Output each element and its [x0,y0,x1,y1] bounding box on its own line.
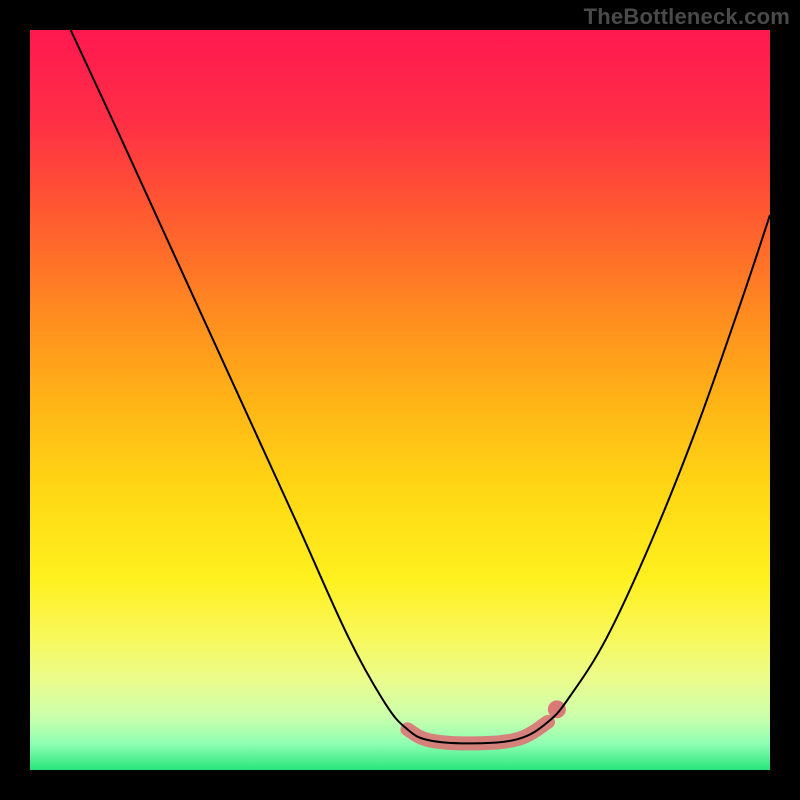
watermark-text: TheBottleneck.com [584,4,790,30]
bottleneck-chart [0,0,800,800]
plot-background-gradient [30,30,770,770]
chart-stage: TheBottleneck.com [0,0,800,800]
valley-end-dot [548,700,566,718]
